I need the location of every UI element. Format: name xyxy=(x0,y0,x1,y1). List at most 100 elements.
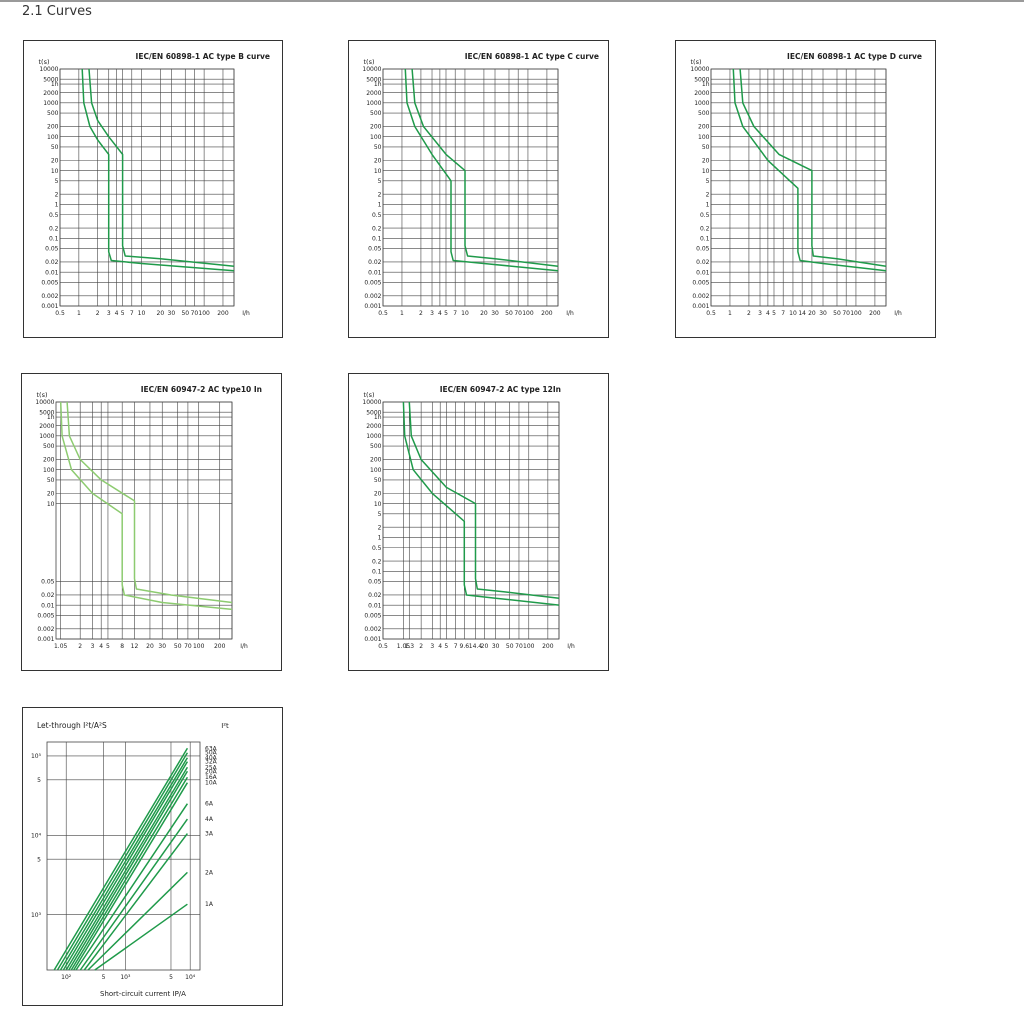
y-tick-label: 2 xyxy=(378,524,382,531)
x-tick-label: 20 xyxy=(157,310,165,317)
y-tick-label: 1000 xyxy=(366,100,381,107)
x-tick-label: 12 xyxy=(131,643,139,650)
series-line xyxy=(411,68,559,267)
plot-frame xyxy=(46,741,201,971)
x-tick-label: 4 xyxy=(438,310,442,317)
y-tick-label: 0.05 xyxy=(45,246,59,253)
x-tick-label: 70 xyxy=(184,643,192,650)
x-tick-label: 10³ xyxy=(120,974,131,981)
y-tick-label: 1h xyxy=(51,81,59,88)
series-label: 3A xyxy=(205,831,214,838)
y-tick-label: 0.002 xyxy=(41,293,58,300)
x-tick-label: 100 xyxy=(198,310,210,317)
y-tick-label: 5000 xyxy=(366,409,381,416)
x-tick-label: 70 xyxy=(514,310,522,317)
x-tick-label: 50 xyxy=(506,643,514,650)
y-tick-label: 5000 xyxy=(43,76,58,83)
x-tick-label: 7 xyxy=(130,310,134,317)
chart-title: IEC/EN 60898-1 AC type C curve xyxy=(465,52,599,61)
x-tick-label: 5 xyxy=(121,310,125,317)
y-tick-label: 1h xyxy=(47,414,55,421)
x-tick-label: 5 xyxy=(106,643,110,650)
grid xyxy=(56,401,233,640)
plot-frame xyxy=(59,68,235,307)
x-tick-label: I/h xyxy=(242,310,250,317)
y-tick-label: 0.2 xyxy=(49,225,59,232)
y-tick-label: 2 xyxy=(55,191,59,198)
y-tick-label: 1h xyxy=(702,81,710,88)
x-tick-label: 5 xyxy=(444,643,448,650)
chart-title: IEC/EN 60898-1 AC type B curve xyxy=(136,52,270,61)
y-tick-label: 10000 xyxy=(690,66,709,73)
y-tick-label: 500 xyxy=(43,443,55,450)
y-tick-label: 200 xyxy=(43,457,55,464)
x-tick-label: 10 xyxy=(138,310,146,317)
x-tick-label: 20 xyxy=(146,643,154,650)
y-axis-label: I²t xyxy=(221,722,229,730)
x-tick-label: 0.5 xyxy=(55,310,65,317)
y-tick-label: 10 xyxy=(51,168,59,175)
x-tick-label: 4 xyxy=(115,310,119,317)
series-line xyxy=(408,401,560,599)
x-tick-label: 3 xyxy=(91,643,95,650)
x-tick-label: 10 xyxy=(789,310,797,317)
series-line xyxy=(87,871,188,971)
series-line xyxy=(73,782,189,971)
y-tick-label: 5 xyxy=(378,511,382,518)
x-tick-label: 1 xyxy=(400,310,404,317)
y-tick-label: 1 xyxy=(378,202,382,209)
y-tick-label: 0.05 xyxy=(41,579,55,586)
x-tick-label: 10 xyxy=(461,310,469,317)
y-tick-label: 0.01 xyxy=(368,602,382,609)
y-tick-label: 0.1 xyxy=(700,235,710,242)
x-tick-label: 20 xyxy=(808,310,816,317)
series-line xyxy=(404,68,559,272)
x-tick-label: 50 xyxy=(833,310,841,317)
y-tick-label: 50 xyxy=(374,477,382,484)
series-line xyxy=(65,766,189,971)
x-tick-label: 50 xyxy=(174,643,182,650)
y-tick-label: 0.2 xyxy=(372,225,382,232)
x-tick-label: 20 xyxy=(480,310,488,317)
x-tick-label: 100 xyxy=(523,643,535,650)
x-tick-label: 2 xyxy=(419,643,423,650)
x-tick-label: 10⁴ xyxy=(185,974,196,981)
series-line xyxy=(53,747,189,971)
y-tick-label: 1000 xyxy=(39,433,54,440)
y-tick-label: 5 xyxy=(55,178,59,185)
y-tick-label: 1000 xyxy=(366,433,381,440)
x-tick-label: 2 xyxy=(78,643,82,650)
y-tick-label: 0.002 xyxy=(37,626,54,633)
x-tick-label: 200 xyxy=(217,310,229,317)
y-tick-label: 5000 xyxy=(366,76,381,83)
y-axis-label: t(s) xyxy=(363,58,374,66)
x-tick-label: 4 xyxy=(438,643,442,650)
y-tick-label: 500 xyxy=(370,443,382,450)
y-tick-label: 200 xyxy=(698,124,710,131)
y-tick-label: 10000 xyxy=(35,399,54,406)
x-tick-label: 100 xyxy=(522,310,534,317)
y-tick-label: 0.1 xyxy=(49,235,59,242)
x-tick-label: I/h xyxy=(566,310,574,317)
y-tick-label: 500 xyxy=(370,110,382,117)
series-line xyxy=(56,752,189,971)
y-tick-label: 10⁵ xyxy=(31,753,42,760)
series-label: 25A xyxy=(205,764,218,771)
x-tick-label: 70 xyxy=(191,310,199,317)
y-tick-label: 0.02 xyxy=(696,259,710,266)
y-tick-label: 10000 xyxy=(362,66,381,73)
series-label: 2A xyxy=(205,869,214,876)
y-tick-label: 5000 xyxy=(694,76,709,83)
y-tick-label: 0.02 xyxy=(368,259,382,266)
y-tick-label: 0.001 xyxy=(37,636,54,643)
x-tick-label: 1.3 xyxy=(405,643,415,650)
series-line xyxy=(68,770,189,971)
y-tick-label: 10 xyxy=(374,501,382,508)
x-tick-label: 70 xyxy=(515,643,523,650)
y-tick-label: 50 xyxy=(47,477,55,484)
y-tick-label: 1 xyxy=(706,202,710,209)
chart-panel-type-d: IEC/EN 60898-1 AC type D curve t(s) 0.001 0… xyxy=(675,40,936,338)
y-tick-label: 2000 xyxy=(43,90,58,97)
x-tick-label: 50 xyxy=(181,310,189,317)
series-label: 6A xyxy=(205,801,214,808)
